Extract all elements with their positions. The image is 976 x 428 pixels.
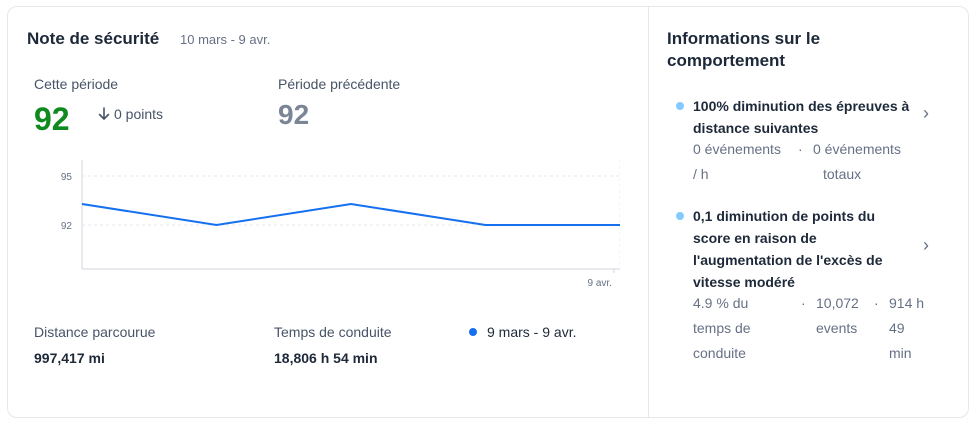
insight-text: 100% diminution des épreuves à distance …: [693, 98, 910, 136]
safety-card: [7, 6, 969, 418]
insight-metrics: 4.9 % du temps de conduite · 10,072 events …: [693, 291, 933, 366]
safety-score-title: Note de sécurité: [27, 29, 160, 48]
insight-metrics: 0 événements / h · 0 événements totaux: [693, 137, 923, 187]
current-period-label: Cette période: [34, 76, 119, 92]
separator: ·: [874, 295, 879, 311]
insight-item-2[interactable]: 0,1 diminution de points du score en rai…: [676, 205, 929, 365]
separator: ·: [801, 295, 806, 311]
x-tick-label: 9 avr.: [588, 278, 612, 289]
arrow-down-icon: [98, 107, 110, 120]
driving-time-value: 18,806 h 54 min: [274, 350, 378, 366]
score-delta-text: 0 points: [114, 106, 164, 122]
driving-time-label: Temps de conduite: [274, 324, 392, 340]
chevron-right-icon[interactable]: ›: [923, 235, 929, 255]
distance-value: 997,417 mi: [34, 350, 105, 366]
metric-duration: 914 h 49 min: [889, 295, 925, 361]
y-tick-label: 92: [61, 221, 73, 232]
previous-period-label: Période précédente: [278, 76, 401, 92]
separator: ·: [798, 141, 803, 157]
legend-label: 9 mars - 9 avr.: [487, 324, 577, 340]
series-line: [81, 202, 620, 227]
panel-divider: [648, 7, 649, 417]
score-delta: 0 points: [98, 106, 163, 122]
metric-events: 10,072 events: [816, 295, 859, 336]
safety-score-chart: 95 92 9 avr.: [61, 160, 620, 289]
bullet-dot: [676, 102, 684, 110]
chart-legend: 9 mars - 9 avr.: [469, 324, 576, 340]
insights-title: Informations sur le comportement: [667, 29, 821, 70]
y-tick-label: 95: [61, 172, 73, 183]
bullet-dot: [676, 212, 684, 220]
insight-text: 0,1 diminution de points du score en rai…: [693, 208, 883, 290]
metric-rate: 0 événements / h: [693, 141, 781, 182]
date-range: 10 mars - 9 avr.: [180, 32, 271, 47]
legend-dot: [469, 328, 477, 336]
current-score: 92: [34, 101, 70, 137]
previous-score: 92: [278, 99, 310, 130]
distance-label: Distance parcourue: [34, 324, 156, 340]
metric-percent: 4.9 % du temps de conduite: [693, 295, 751, 361]
chevron-right-icon[interactable]: ›: [923, 103, 929, 123]
metric-total: 0 événements totaux: [813, 141, 901, 182]
insight-item-1[interactable]: 100% diminution des épreuves à distance …: [676, 95, 929, 190]
